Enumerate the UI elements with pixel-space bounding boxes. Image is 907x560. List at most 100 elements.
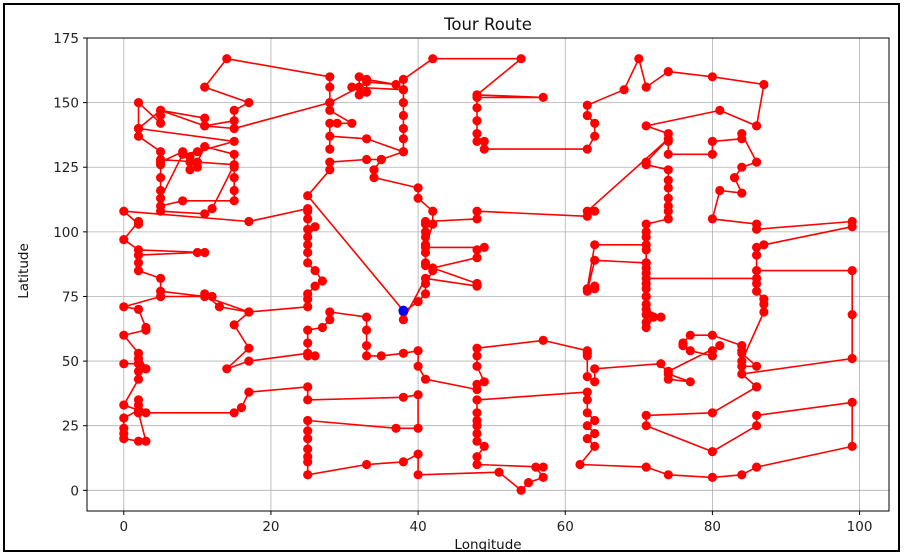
stop-point: [229, 408, 239, 418]
stop-point: [192, 147, 202, 157]
stop-point: [141, 322, 151, 333]
stop-point: [641, 291, 651, 302]
stop-point: [229, 185, 239, 196]
stop-point: [119, 413, 129, 423]
stop-point: [582, 110, 592, 121]
stop-point: [133, 245, 144, 255]
stop-point: [303, 470, 313, 480]
x-tick-label: 0: [119, 519, 128, 535]
stop-point: [369, 165, 379, 175]
stop-point: [303, 325, 313, 335]
stop-point: [192, 157, 202, 167]
stop-point: [516, 485, 526, 495]
stop-point: [325, 315, 335, 325]
stop-point: [641, 157, 651, 167]
stop-point: [428, 206, 438, 216]
chart-title: Tour Route: [443, 15, 532, 34]
stop-point: [303, 258, 313, 268]
stop-point: [376, 154, 386, 165]
stop-point: [362, 341, 372, 351]
stop-point: [229, 123, 239, 134]
stop-point: [141, 408, 151, 418]
stop-point: [752, 157, 762, 167]
stop-point: [752, 273, 762, 283]
stop-point: [325, 307, 335, 317]
stop-point: [663, 134, 673, 144]
stop-point: [303, 191, 313, 201]
stop-point: [207, 291, 217, 302]
stop-point: [398, 85, 408, 95]
stop-point: [663, 374, 673, 384]
stop-point: [133, 98, 144, 108]
stop-point: [310, 266, 320, 276]
stop-point: [737, 369, 747, 379]
stop-point: [362, 459, 372, 470]
stop-point: [413, 183, 423, 193]
stop-point: [244, 98, 254, 108]
stop-point: [759, 79, 769, 90]
stop-point: [200, 209, 210, 219]
stop-point: [707, 136, 718, 146]
stop-point: [707, 214, 718, 224]
stop-point: [737, 356, 747, 366]
stop-point: [715, 341, 725, 351]
stop-point: [303, 214, 313, 224]
stop-point: [479, 136, 489, 146]
stop-point: [479, 377, 489, 387]
stop-point: [538, 472, 548, 482]
stop-point: [325, 131, 335, 141]
stop-point: [582, 395, 592, 405]
stop-point: [178, 149, 188, 159]
stop-point: [737, 470, 747, 480]
stop-point: [428, 54, 438, 64]
stop-point: [200, 247, 210, 258]
stop-point: [119, 359, 129, 369]
stop-point: [707, 351, 718, 361]
stop-point: [752, 421, 762, 431]
stop-point: [707, 472, 718, 482]
x-axis-label: Longitude: [454, 537, 521, 553]
stop-point: [582, 211, 592, 221]
stop-point: [413, 297, 423, 307]
stop-point: [141, 364, 151, 374]
stop-point: [133, 374, 144, 384]
stop-point: [656, 359, 666, 369]
stop-point: [229, 320, 239, 330]
stop-point: [156, 193, 166, 203]
stop-point: [715, 185, 725, 196]
stop-point: [575, 459, 585, 470]
stop-point: [398, 134, 408, 144]
stop-point: [369, 173, 379, 183]
stop-point: [479, 144, 489, 154]
stop-point: [472, 428, 482, 439]
stop-point: [590, 255, 600, 265]
stop-point: [707, 408, 718, 418]
stop-point: [119, 206, 129, 216]
stop-point: [641, 317, 651, 327]
stop-point: [229, 105, 239, 115]
stop-point: [133, 366, 144, 376]
stop-point: [729, 173, 740, 183]
stop-point: [752, 410, 762, 420]
stop-point: [325, 72, 335, 82]
stop-point: [141, 436, 151, 446]
stop-point: [590, 131, 600, 141]
stop-point: [303, 232, 313, 242]
stop-point: [472, 214, 482, 224]
stop-point: [428, 219, 438, 229]
stop-point: [590, 364, 600, 374]
stop-point: [244, 216, 254, 227]
stop-point: [479, 242, 489, 252]
stop-point: [538, 92, 548, 102]
stop-point: [244, 356, 254, 366]
stop-markers: [119, 54, 857, 495]
stop-point: [619, 85, 629, 95]
stop-point: [752, 121, 762, 131]
stop-point: [244, 307, 254, 317]
x-tick-label: 60: [557, 519, 574, 535]
stop-point: [332, 118, 342, 128]
stop-point: [200, 291, 210, 302]
stop-point: [472, 379, 482, 389]
stop-point: [354, 72, 364, 82]
